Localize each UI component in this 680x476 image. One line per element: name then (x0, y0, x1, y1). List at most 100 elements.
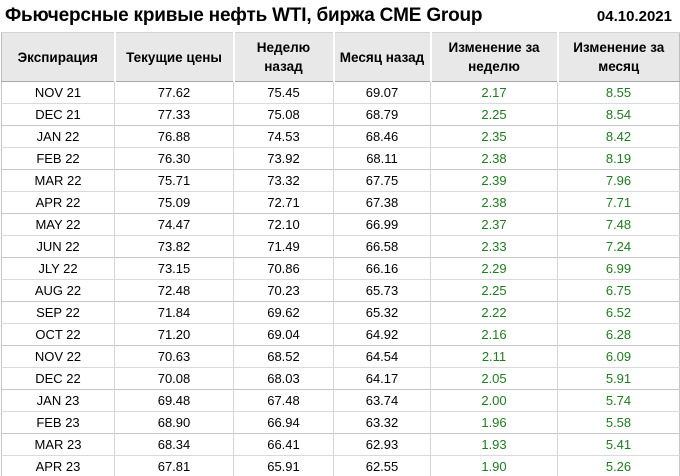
cell-current-price: 76.30 (114, 147, 234, 170)
cell-month-ago: 62.93 (333, 433, 431, 456)
cell-current-price: 74.47 (114, 213, 234, 236)
cell-current-price: 73.15 (114, 257, 234, 280)
cell-week-ago: 70.23 (233, 279, 334, 302)
cell-change-month: 8.19 (557, 147, 680, 170)
cell-expiration: NOV 22 (1, 345, 115, 368)
cell-change-month: 6.75 (557, 279, 680, 302)
cell-change-month: 6.99 (557, 257, 680, 280)
cell-week-ago: 66.94 (233, 411, 334, 434)
table-row: JUN 22 73.82 71.49 66.58 2.33 7.24 (1, 235, 680, 258)
cell-week-ago: 68.52 (233, 345, 334, 368)
table-row: MAR 23 68.34 66.41 62.93 1.93 5.41 (1, 433, 680, 456)
cell-week-ago: 73.92 (233, 147, 334, 170)
cell-change-week: 2.16 (430, 323, 558, 346)
cell-month-ago: 65.73 (333, 279, 431, 302)
cell-month-ago: 66.99 (333, 213, 431, 236)
col-header-current-price: Текущие цены (113, 32, 234, 82)
table-row: JAN 22 76.88 74.53 68.46 2.35 8.42 (1, 125, 680, 148)
cell-change-week: 2.38 (430, 147, 558, 170)
cell-month-ago: 64.54 (333, 345, 431, 368)
cell-change-month: 7.71 (557, 191, 680, 214)
header-row: Экспирация Текущие цены Неделю назад Мес… (1, 32, 680, 82)
cell-change-month: 8.55 (557, 81, 680, 104)
col-header-month-ago: Месяц назад (332, 32, 431, 82)
row-pair: NOV 21 77.62 75.45 69.07 2.17 8.55 DEC 21 77.33… (1, 81, 680, 126)
row-pair: JAN 22 76.88 74.53 68.46 2.35 8.42 FEB 22 76.30… (1, 125, 680, 170)
cell-expiration: DEC 22 (1, 367, 115, 390)
cell-month-ago: 66.58 (333, 235, 431, 258)
col-header-expiration: Экспирация (1, 32, 115, 82)
cell-expiration: SEP 22 (1, 301, 115, 324)
cell-current-price: 67.81 (114, 455, 234, 476)
cell-current-price: 70.08 (114, 367, 234, 390)
cell-expiration: OCT 22 (1, 323, 115, 346)
cell-change-week: 2.39 (430, 169, 558, 192)
cell-expiration: DEC 21 (1, 103, 115, 126)
cell-month-ago: 67.38 (333, 191, 431, 214)
table-row: FEB 22 76.30 73.92 68.11 2.38 8.19 (1, 147, 680, 170)
cell-current-price: 77.33 (114, 103, 234, 126)
cell-week-ago: 68.03 (233, 367, 334, 390)
cell-change-week: 2.17 (430, 81, 558, 104)
futures-table: Экспирация Текущие цены Неделю назад Мес… (1, 32, 680, 476)
cell-current-price: 71.20 (114, 323, 234, 346)
cell-week-ago: 67.48 (233, 389, 334, 412)
table-row: DEC 21 77.33 75.08 68.79 2.25 8.54 (1, 103, 680, 126)
cell-current-price: 72.48 (114, 279, 234, 302)
cell-expiration: FEB 22 (1, 147, 115, 170)
table-row: APR 22 75.09 72.71 67.38 2.38 7.71 (1, 191, 680, 214)
cell-expiration: AUG 22 (1, 279, 115, 302)
cell-expiration: APR 23 (1, 455, 115, 476)
row-pair: MAR 23 68.34 66.41 62.93 1.93 5.41 APR 23 67.81… (1, 433, 680, 476)
cell-change-week: 2.37 (430, 213, 558, 236)
cell-change-month: 6.28 (557, 323, 680, 346)
cell-change-week: 2.35 (430, 125, 558, 148)
cell-month-ago: 64.17 (333, 367, 431, 390)
cell-current-price: 70.63 (114, 345, 234, 368)
col-header-change-week: Изменение за неделю (429, 32, 558, 82)
row-pair: JAN 23 69.48 67.48 63.74 2.00 5.74 FEB 23 68.90… (1, 389, 680, 434)
cell-current-price: 75.71 (114, 169, 234, 192)
col-header-week-ago: Неделю назад (232, 32, 334, 82)
cell-current-price: 68.90 (114, 411, 234, 434)
cell-change-week: 1.93 (430, 433, 558, 456)
cell-current-price: 68.34 (114, 433, 234, 456)
cell-expiration: NOV 21 (1, 81, 115, 104)
page-title: Фьючерсные кривые нефть WTI, биржа CME G… (5, 5, 483, 26)
cell-week-ago: 75.08 (233, 103, 334, 126)
cell-expiration: MAR 22 (1, 169, 115, 192)
cell-current-price: 73.82 (114, 235, 234, 258)
table-row: DEC 22 70.08 68.03 64.17 2.05 5.91 (1, 367, 680, 390)
row-pair: SEP 22 71.84 69.62 65.32 2.22 6.52 OCT 22 71.20… (1, 301, 680, 346)
row-pair: JLY 22 73.15 70.86 66.16 2.29 6.99 AUG 22 72.48… (1, 257, 680, 302)
table-row: SEP 22 71.84 69.62 65.32 2.22 6.52 (1, 301, 680, 324)
cell-change-month: 7.96 (557, 169, 680, 192)
cell-expiration: FEB 23 (1, 411, 115, 434)
cell-expiration: JUN 22 (1, 235, 115, 258)
cell-change-month: 5.91 (557, 367, 680, 390)
cell-week-ago: 70.86 (233, 257, 334, 280)
cell-change-month: 5.58 (557, 411, 680, 434)
row-pair: MAR 22 75.71 73.32 67.75 2.39 7.96 APR 22 75.09… (1, 169, 680, 214)
cell-week-ago: 71.49 (233, 235, 334, 258)
cell-month-ago: 67.75 (333, 169, 431, 192)
table-row: OCT 22 71.20 69.04 64.92 2.16 6.28 (1, 323, 680, 346)
cell-week-ago: 65.91 (233, 455, 334, 476)
col-header-change-month: Изменение за месяц (556, 32, 680, 82)
row-pair: NOV 22 70.63 68.52 64.54 2.11 6.09 DEC 22 70.08… (1, 345, 680, 390)
cell-current-price: 77.62 (114, 81, 234, 104)
cell-month-ago: 62.55 (333, 455, 431, 476)
table-row: JAN 23 69.48 67.48 63.74 2.00 5.74 (1, 389, 680, 412)
cell-change-week: 2.25 (430, 279, 558, 302)
cell-month-ago: 65.32 (333, 301, 431, 324)
cell-expiration: JAN 22 (1, 125, 115, 148)
cell-change-week: 2.38 (430, 191, 558, 214)
cell-expiration: APR 22 (1, 191, 115, 214)
cell-current-price: 69.48 (114, 389, 234, 412)
cell-month-ago: 63.32 (333, 411, 431, 434)
table-row: MAR 22 75.71 73.32 67.75 2.39 7.96 (1, 169, 680, 192)
cell-change-month: 7.24 (557, 235, 680, 258)
cell-month-ago: 66.16 (333, 257, 431, 280)
cell-change-month: 6.09 (557, 345, 680, 368)
